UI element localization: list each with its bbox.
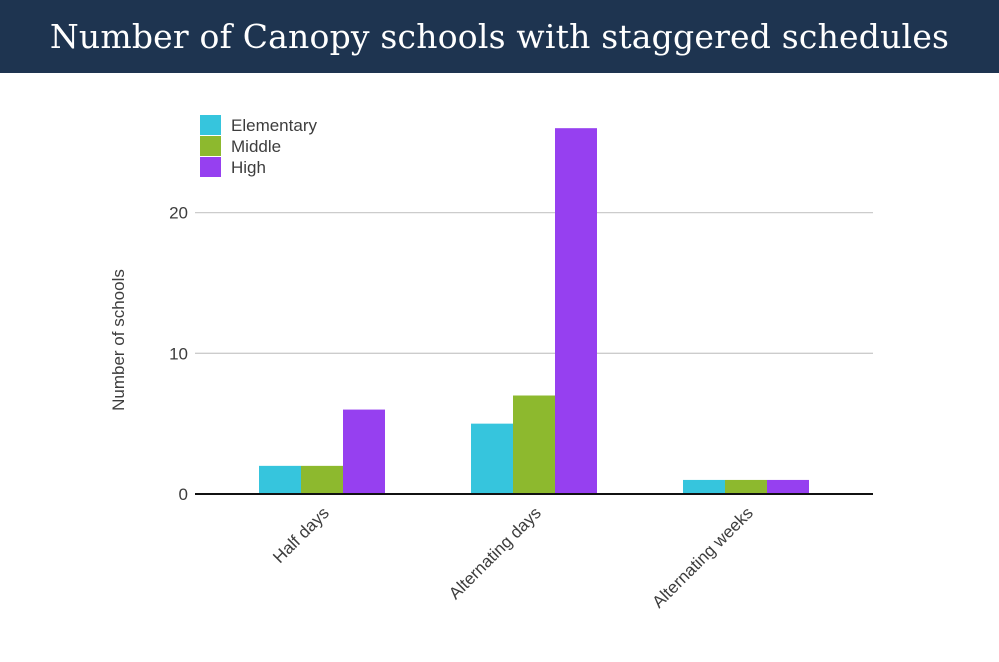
bar-middle	[301, 465, 343, 494]
x-tick-label: Alternating weeks	[649, 503, 757, 611]
legend-label: Elementary	[231, 116, 317, 135]
bar-elementary	[471, 423, 513, 494]
bar-high	[767, 479, 809, 494]
bar-middle	[725, 479, 767, 494]
bar-elementary	[259, 465, 301, 494]
y-tick-label: 10	[169, 344, 188, 363]
y-tick-label: 0	[179, 485, 188, 504]
chart-title: Number of Canopy schools with staggered …	[49, 17, 950, 56]
x-axis-ticks: Half days Alternating days Alternating wee…	[269, 503, 757, 611]
bar-high	[343, 409, 385, 494]
gridlines	[195, 211, 873, 354]
x-tick-label: Half days	[269, 503, 333, 567]
y-axis-label: Number of schools	[109, 269, 128, 411]
legend-label: High	[231, 158, 266, 177]
y-axis-ticks: 0 10 20	[169, 204, 188, 504]
bar-high	[555, 128, 597, 494]
legend-label: Middle	[231, 137, 281, 156]
legend-swatch-middle	[200, 136, 221, 156]
x-tick-label: Alternating days	[445, 503, 545, 603]
y-tick-label: 20	[169, 204, 188, 223]
legend-swatch-elementary	[200, 115, 221, 135]
bar-elementary	[683, 479, 725, 494]
legend: Elementary Middle High	[200, 115, 317, 177]
title-banner: Number of Canopy schools with staggered …	[0, 0, 999, 73]
legend-swatch-high	[200, 157, 221, 177]
bars	[259, 128, 809, 494]
bar-middle	[513, 395, 555, 494]
